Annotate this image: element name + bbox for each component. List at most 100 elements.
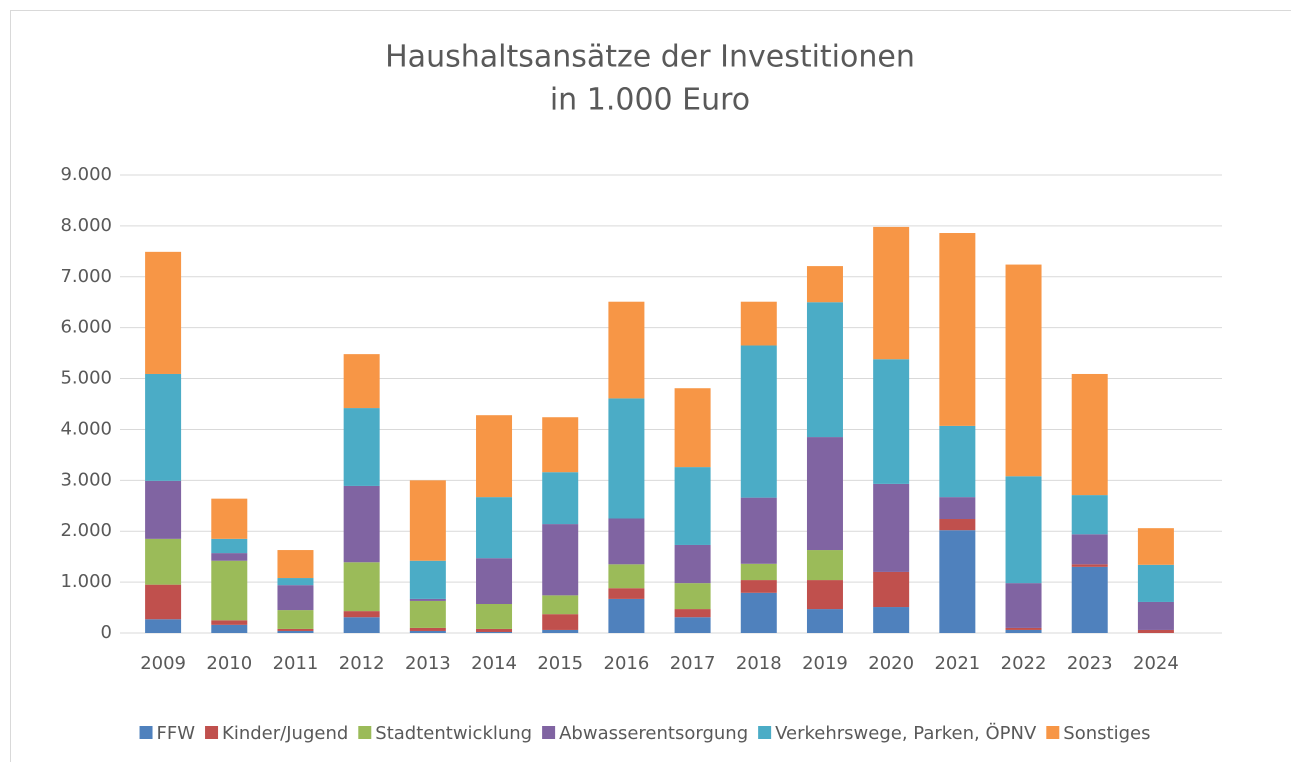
bar-segment <box>409 627 446 631</box>
bar-segment <box>939 519 976 531</box>
x-tick-label: 2022 <box>1001 653 1047 674</box>
y-tick-label: 0 <box>101 622 112 643</box>
bar-segment <box>608 564 645 589</box>
legend-label: Verkehrswege, Parken, ÖPNV <box>775 722 1037 744</box>
x-tick-label: 2021 <box>934 653 980 674</box>
bar-segment <box>806 302 843 438</box>
x-tick-label: 2012 <box>339 653 385 674</box>
bar-segment <box>939 425 976 498</box>
bar-segment <box>1137 564 1174 602</box>
x-tick-label: 2011 <box>273 653 319 674</box>
bar-segment <box>1005 627 1042 630</box>
bar-segment <box>277 585 314 611</box>
bar-segment <box>1005 583 1042 628</box>
bar-segment <box>476 558 513 604</box>
bar-segment <box>608 598 645 633</box>
bar-segment <box>674 583 711 610</box>
bar-segment <box>1005 264 1042 477</box>
x-tick-label: 2020 <box>868 653 914 674</box>
legend-swatch <box>542 726 556 739</box>
bar-segment <box>277 630 314 633</box>
bar-segment <box>145 251 182 374</box>
bar-segment <box>1137 528 1174 565</box>
legend-swatch <box>758 726 772 739</box>
legend-swatch <box>205 726 219 739</box>
bar-segment <box>1137 629 1174 633</box>
bar-segment <box>343 408 380 486</box>
bar-segment <box>277 578 314 586</box>
bar-segment <box>873 483 910 572</box>
x-tick-label: 2014 <box>471 653 517 674</box>
bar-segment <box>740 563 777 581</box>
bar-segment <box>277 550 314 579</box>
legend-label: Sonstiges <box>1063 723 1150 744</box>
bar-segment <box>211 538 248 554</box>
bar-segment <box>476 628 513 632</box>
x-tick-label: 2023 <box>1067 653 1113 674</box>
y-tick-label: 2.000 <box>60 520 112 541</box>
bar-segment <box>873 359 910 484</box>
y-tick-label: 1.000 <box>60 571 112 592</box>
bar-segment <box>674 544 711 584</box>
bar-segment <box>476 603 513 629</box>
bar-segment <box>608 398 645 519</box>
bar-segment <box>608 518 645 565</box>
legend-label: Stadtentwicklung <box>375 723 532 744</box>
bar-segment <box>806 266 843 303</box>
x-tick-label: 2019 <box>802 653 848 674</box>
bar-segment <box>1005 476 1042 584</box>
bar-segment <box>343 617 380 633</box>
bar-segment <box>740 345 777 498</box>
bar-segment <box>740 301 777 346</box>
bar-segment <box>343 485 380 563</box>
bar-segment <box>476 631 513 633</box>
bar-segment <box>806 609 843 633</box>
bar-segment <box>806 437 843 551</box>
y-tick-label: 5.000 <box>60 368 112 389</box>
bar-segment <box>873 226 910 360</box>
bar-segment <box>806 550 843 581</box>
bar-segment <box>674 617 711 633</box>
bar-segment <box>277 628 314 631</box>
bar-segment <box>674 467 711 545</box>
bar-segment <box>542 472 579 525</box>
bar-segment <box>740 580 777 593</box>
bar-segment <box>145 619 182 633</box>
bar-segment <box>542 417 579 473</box>
bar-segment <box>1071 495 1108 535</box>
legend-swatch <box>139 726 153 739</box>
bar-segment <box>211 620 248 625</box>
bar-segment <box>211 498 248 539</box>
y-tick-label: 8.000 <box>60 215 112 236</box>
bar-segment <box>277 610 314 629</box>
x-tick-label: 2015 <box>537 653 583 674</box>
bar-segment <box>674 388 711 468</box>
bar-segment <box>476 497 513 559</box>
bar-segment <box>939 233 976 426</box>
x-tick-label: 2018 <box>736 653 782 674</box>
bar-segment <box>145 480 182 539</box>
legend-label: FFW <box>157 723 196 744</box>
legend-swatch <box>1046 726 1060 739</box>
bar-segment <box>674 609 711 618</box>
bar-segment <box>873 607 910 633</box>
bar-segment <box>1005 629 1042 633</box>
y-tick-label: 4.000 <box>60 418 112 439</box>
x-tick-label: 2024 <box>1133 653 1179 674</box>
bar-segment <box>1071 373 1108 496</box>
bar-segment <box>1071 566 1108 633</box>
bar-segment <box>1071 564 1108 567</box>
x-tick-label: 2010 <box>206 653 252 674</box>
chart-subtitle: in 1.000 Euro <box>550 83 750 118</box>
bar-segment <box>343 562 380 612</box>
bar-segment <box>873 571 910 608</box>
bar-segment <box>145 538 182 585</box>
bar-segment <box>939 497 976 520</box>
bar-segment <box>211 560 248 621</box>
bar-segment <box>145 584 182 620</box>
bar-segment <box>542 614 579 630</box>
legend-label: Abwasserentsorgung <box>559 723 748 744</box>
legend-swatch <box>358 726 372 739</box>
bar-segment <box>211 553 248 561</box>
